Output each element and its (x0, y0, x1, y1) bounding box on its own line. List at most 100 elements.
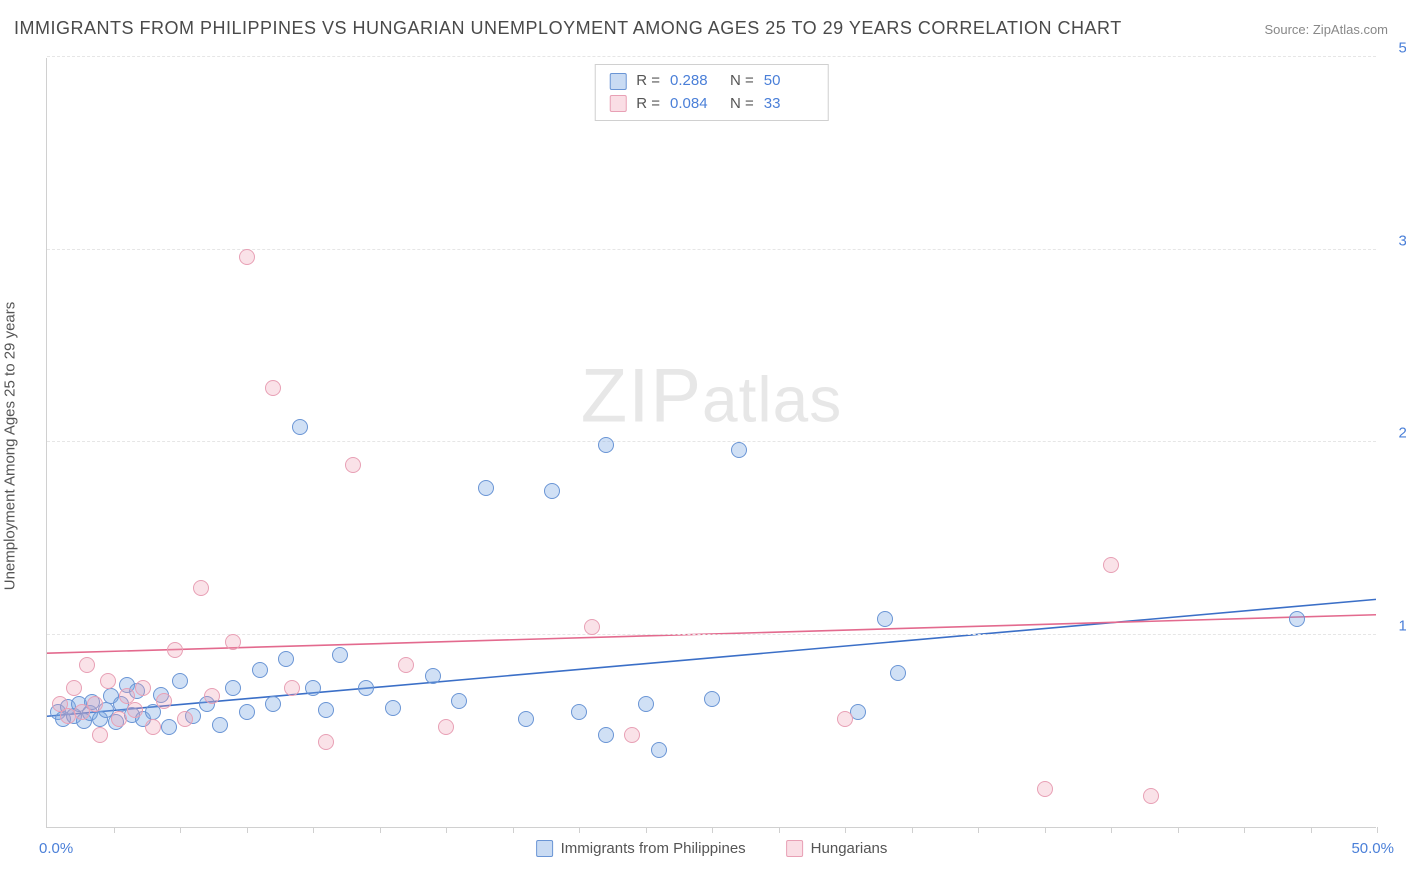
x-tick (1111, 827, 1112, 833)
n-value: 50 (764, 70, 814, 93)
legend-swatch-icon (609, 95, 626, 112)
n-value: 33 (764, 93, 814, 116)
scatter-point (265, 696, 281, 712)
x-tick (845, 827, 846, 833)
y-tick-label: 37.5% (1398, 232, 1406, 249)
legend-swatch-icon (609, 73, 626, 90)
r-value: 0.288 (670, 70, 720, 93)
scatter-point (598, 727, 614, 743)
scatter-point (544, 483, 560, 499)
scatter-point (204, 688, 220, 704)
scatter-point (252, 662, 268, 678)
scatter-point (167, 642, 183, 658)
gridline (47, 634, 1376, 635)
x-tick-min: 0.0% (39, 840, 73, 857)
scatter-point (1037, 781, 1053, 797)
x-tick (1244, 827, 1245, 833)
scatter-point (239, 704, 255, 720)
chart-plot-area: ZIPatlas R =0.288N =50R =0.084N =33 0.0%… (46, 58, 1376, 828)
scatter-point (79, 657, 95, 673)
scatter-point (111, 711, 127, 727)
scatter-point (877, 611, 893, 627)
scatter-point (598, 437, 614, 453)
legend-label: Immigrants from Philippines (561, 840, 746, 857)
y-tick-label: 50.0% (1398, 40, 1406, 57)
scatter-point (358, 680, 374, 696)
x-tick (646, 827, 647, 833)
scatter-point (1103, 557, 1119, 573)
x-tick (579, 827, 580, 833)
x-tick (247, 827, 248, 833)
scatter-point (156, 693, 172, 709)
scatter-point (837, 711, 853, 727)
scatter-point (704, 691, 720, 707)
x-tick (779, 827, 780, 833)
scatter-point (239, 249, 255, 265)
gridline (47, 441, 1376, 442)
y-tick-label: 12.5% (1398, 617, 1406, 634)
scatter-point (305, 680, 321, 696)
scatter-point (398, 657, 414, 673)
r-label: R = (636, 70, 660, 93)
r-value: 0.084 (670, 93, 720, 116)
legend-item: Immigrants from Philippines (536, 840, 746, 857)
scatter-point (451, 693, 467, 709)
scatter-point (890, 665, 906, 681)
scatter-point (425, 668, 441, 684)
scatter-point (345, 457, 361, 473)
gridline (47, 56, 1376, 57)
x-tick (1311, 827, 1312, 833)
scatter-point (284, 680, 300, 696)
legend-swatch-icon (536, 840, 553, 857)
x-tick (912, 827, 913, 833)
scatter-point (225, 634, 241, 650)
scatter-point (135, 680, 151, 696)
scatter-point (212, 717, 228, 733)
scatter-point (87, 696, 103, 712)
legend-item: Hungarians (786, 840, 888, 857)
legend-row: R = 0.288 N = 50 (609, 70, 814, 93)
x-tick (712, 827, 713, 833)
scatter-point (571, 704, 587, 720)
scatter-point (1289, 611, 1305, 627)
x-tick (513, 827, 514, 833)
y-tick-label: 25.0% (1398, 425, 1406, 442)
x-tick (1377, 827, 1378, 833)
legend-row: R = 0.084 N = 33 (609, 93, 814, 116)
n-label: N = (730, 70, 754, 93)
x-tick (1045, 827, 1046, 833)
scatter-point (100, 673, 116, 689)
series-legend: Immigrants from Philippines Hungarians (536, 840, 888, 857)
scatter-point (438, 719, 454, 735)
legend-swatch-icon (786, 840, 803, 857)
x-tick-max: 50.0% (1351, 840, 1394, 857)
correlation-legend: R = 0.288 N = 50 R = 0.084 N = 33 (594, 64, 829, 121)
x-tick (114, 827, 115, 833)
scatter-point (651, 742, 667, 758)
x-tick (380, 827, 381, 833)
scatter-point (172, 673, 188, 689)
chart-title: IMMIGRANTS FROM PHILIPPINES VS HUNGARIAN… (14, 18, 1122, 39)
x-tick (313, 827, 314, 833)
r-label: R = (636, 93, 660, 116)
scatter-point (731, 442, 747, 458)
n-label: N = (730, 93, 754, 116)
scatter-point (1143, 788, 1159, 804)
scatter-point (638, 696, 654, 712)
scatter-point (193, 580, 209, 596)
scatter-point (332, 647, 348, 663)
scatter-point (318, 702, 334, 718)
source-attribution: Source: ZipAtlas.com (1264, 22, 1388, 37)
scatter-point (278, 651, 294, 667)
scatter-point (265, 380, 281, 396)
x-tick (978, 827, 979, 833)
scatter-point (225, 680, 241, 696)
scatter-point (92, 727, 108, 743)
scatter-point (292, 419, 308, 435)
scatter-point (318, 734, 334, 750)
x-tick (1178, 827, 1179, 833)
scatter-point (127, 702, 143, 718)
x-tick (446, 827, 447, 833)
x-tick (180, 827, 181, 833)
legend-label: Hungarians (811, 840, 888, 857)
